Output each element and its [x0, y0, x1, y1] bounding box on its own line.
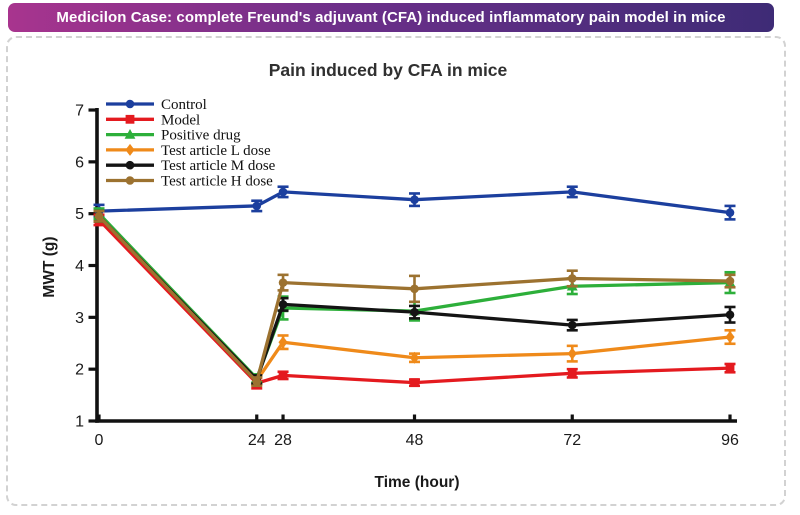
- data-point-control-28h: [278, 187, 288, 197]
- y-axis-title: MWT (g): [41, 236, 58, 297]
- data-point-test-article-l-dose-28h: [278, 336, 288, 349]
- legend-label-model: Model: [161, 112, 200, 128]
- data-point-control-48h: [410, 195, 419, 204]
- legend-label-test-article-l-dose: Test article L dose: [161, 143, 271, 159]
- x-tick-label: 24: [248, 432, 266, 449]
- legend-marker-control: [125, 99, 135, 109]
- data-point-control-96h: [725, 208, 735, 217]
- x-axis-title: Time (hour): [375, 474, 460, 491]
- x-tick-label: 0: [95, 432, 104, 449]
- data-point-control-72h: [567, 187, 577, 197]
- data-point-model-28h: [278, 370, 288, 380]
- legend-marker-test-article-h-dose: [125, 176, 135, 185]
- data-point-test-article-m-dose-28h: [278, 300, 288, 309]
- data-point-test-article-m-dose-96h: [725, 310, 735, 320]
- banner: Medicilon Case: complete Freund's adjuva…: [8, 3, 774, 32]
- y-tick-label: 2: [75, 362, 84, 379]
- data-point-control-24h: [252, 201, 262, 211]
- data-point-model-72h: [567, 368, 577, 378]
- x-tick-label: 96: [721, 432, 739, 449]
- legend-label-test-article-m-dose: Test article M dose: [161, 158, 276, 174]
- y-tick-label: 4: [75, 258, 84, 275]
- legend-label-positive-drug: Positive drug: [161, 128, 241, 144]
- legend-marker-test-article-l-dose: [125, 143, 135, 156]
- x-tick-label: 28: [274, 432, 292, 449]
- chart-title: Pain induced by CFA in mice: [269, 60, 508, 80]
- legend-label-test-article-h-dose: Test article H dose: [161, 174, 273, 190]
- legend-marker-model: [125, 114, 135, 124]
- data-point-test-article-m-dose-48h: [410, 307, 419, 317]
- x-tick-label: 72: [563, 432, 581, 449]
- data-point-test-article-h-dose-72h: [567, 274, 577, 283]
- y-tick-label: 6: [75, 154, 84, 171]
- y-tick-label: 3: [75, 310, 84, 327]
- x-tick-label: 48: [406, 432, 424, 449]
- legend-marker-positive-drug: [124, 129, 136, 139]
- data-point-test-article-m-dose-72h: [567, 320, 577, 330]
- data-point-model-96h: [725, 363, 735, 373]
- series-line-control: [98, 190, 731, 215]
- legend-label-control: Control: [161, 97, 207, 113]
- data-point-test-article-h-dose-28h: [278, 278, 288, 287]
- data-point-model-48h: [410, 378, 419, 388]
- data-point-test-article-h-dose-48h: [410, 284, 419, 294]
- case-card: [6, 36, 786, 506]
- axes: 1 2 3 4 5 6 7 0 24 28 48 72 96: [75, 103, 739, 449]
- data-point-test-article-h-dose-96h: [725, 276, 735, 286]
- series-test-article-h-dose: [93, 209, 736, 388]
- data-point-test-article-l-dose-96h: [725, 331, 735, 344]
- y-tick-label: 5: [75, 206, 84, 223]
- data-point-test-article-h-dose-24h: [252, 377, 262, 386]
- banner-title: Medicilon Case: complete Freund's adjuva…: [56, 9, 726, 26]
- series-control: [93, 185, 736, 221]
- data-point-test-article-l-dose-48h: [409, 351, 420, 364]
- y-tick-label: 7: [75, 103, 84, 120]
- data-point-test-article-l-dose-72h: [567, 347, 577, 360]
- series-line-test-article-h-dose: [97, 215, 731, 384]
- y-tick-label: 1: [75, 414, 84, 431]
- legend-marker-test-article-m-dose: [125, 160, 135, 170]
- data-point-test-article-h-dose-0h: [94, 211, 104, 221]
